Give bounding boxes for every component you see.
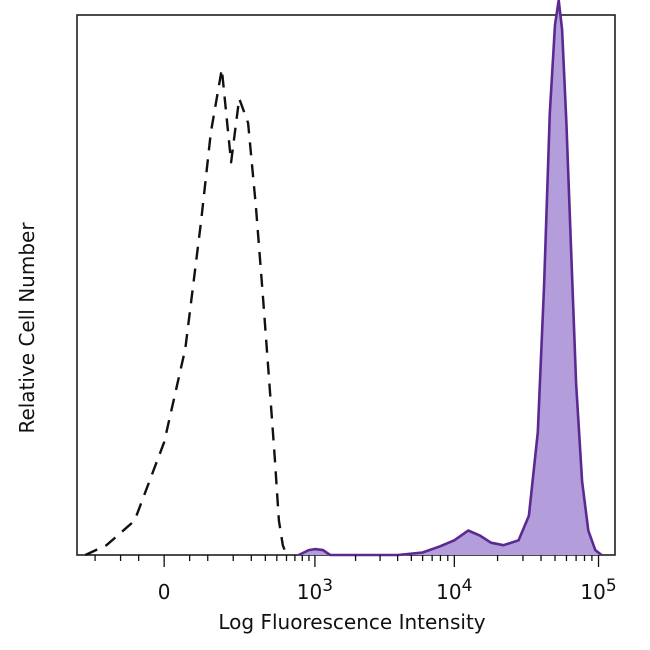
- series-layer: [84, 0, 603, 557]
- x-axis: 0 103 104 105: [94, 555, 617, 604]
- x-axis-label: Log Fluorescence Intensity: [218, 610, 485, 634]
- y-axis-label: Relative Cell Number: [15, 222, 39, 434]
- series-0-line: [84, 67, 288, 557]
- series-1-line: [298, 0, 603, 557]
- series-1-area: [298, 0, 602, 556]
- x-tick-label: 105: [580, 576, 616, 604]
- x-tick-label: 0: [158, 580, 171, 604]
- x-tick-label: 104: [436, 576, 472, 604]
- x-tick-label: 103: [297, 576, 333, 604]
